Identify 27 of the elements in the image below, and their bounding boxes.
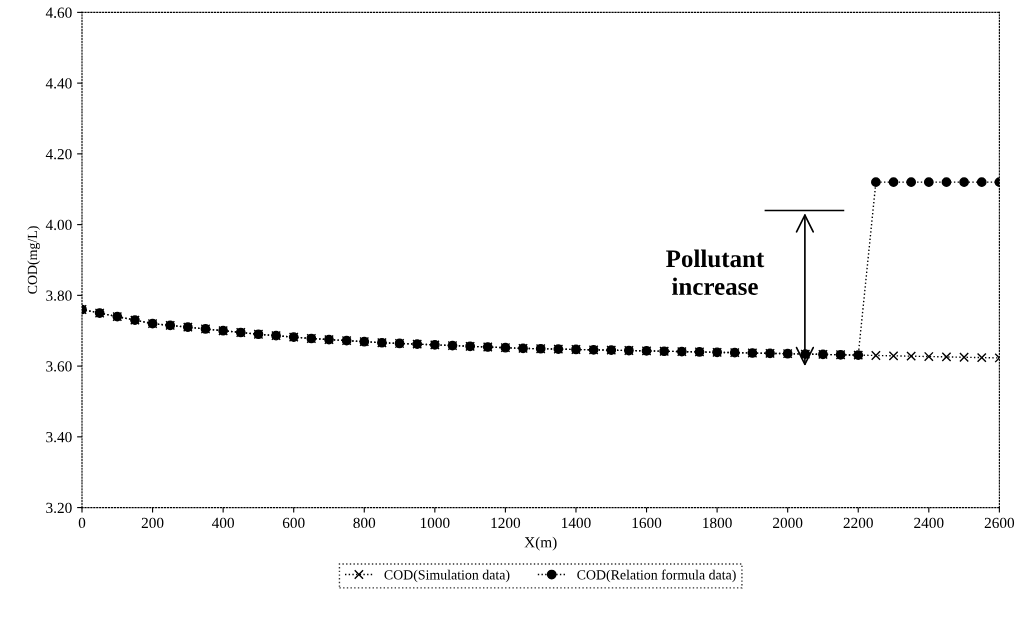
x-tick-label: 2600 [984, 517, 1015, 529]
x-tick-label: 1000 [420, 517, 450, 529]
y-tick-label: 4.00 [45, 219, 72, 231]
y-tick-label: 3.80 [46, 290, 72, 301]
x-tick-label: 400 [211, 517, 235, 529]
annotation: Pollutant increase [666, 249, 765, 296]
x-tick-label: 1800 [703, 517, 732, 529]
y-tick-label: 3.20 [46, 502, 72, 514]
x-tick-label: 2000 [773, 517, 803, 529]
x-tick-label: 200 [141, 517, 164, 529]
y-tick-label: 3.40 [46, 431, 72, 443]
x-tick-label: 2200 [843, 517, 873, 529]
x-tick-label: 600 [282, 517, 305, 529]
y-tick-label: 4.40 [45, 78, 72, 89]
x-tick-label: 1600 [632, 517, 662, 529]
y-tick-label: 3.60 [46, 361, 72, 372]
x-tick-label: 1200 [491, 517, 521, 529]
x-axis-title: X(m) [524, 536, 557, 551]
y-tick-label: 4.20 [45, 149, 72, 160]
legend-label: COD(Relation formula data) [577, 569, 736, 583]
y-axis-title: COD(mg/L) [27, 226, 40, 294]
legend-label: COD(Simulation data) [384, 569, 510, 583]
x-tick-label: 2400 [914, 517, 944, 529]
x-tick-label: 800 [353, 517, 376, 529]
y-tick-label: 4.60 [45, 7, 72, 18]
x-tick-label: 1400 [562, 517, 591, 529]
x-tick-label: 0 [78, 517, 86, 529]
